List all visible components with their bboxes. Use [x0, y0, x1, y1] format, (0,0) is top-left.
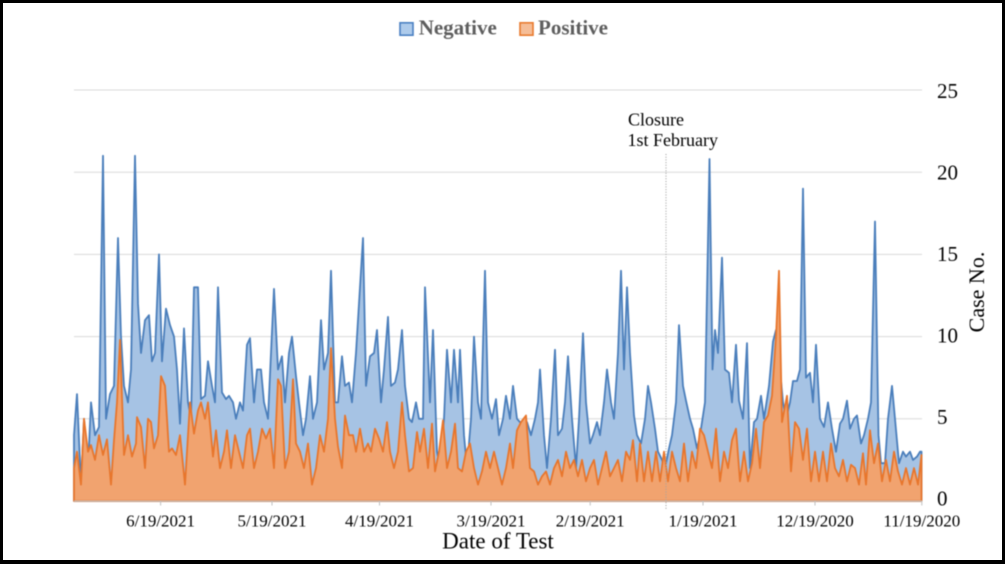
svg-text:4/19/2021: 4/19/2021 [345, 512, 414, 531]
svg-text:3/19/2021: 3/19/2021 [457, 512, 526, 531]
svg-text:5/19/2021: 5/19/2021 [238, 512, 307, 531]
svg-text:10: 10 [937, 324, 958, 348]
svg-text:2/19/2021: 2/19/2021 [556, 512, 625, 531]
svg-text:6/19/2021: 6/19/2021 [126, 512, 195, 531]
svg-text:20: 20 [937, 160, 958, 184]
svg-text:Closure: Closure [628, 110, 684, 130]
svg-text:15: 15 [937, 242, 958, 266]
svg-text:Negative: Negative [419, 16, 497, 40]
svg-text:25: 25 [937, 79, 958, 103]
svg-text:1/19/2021: 1/19/2021 [669, 512, 738, 531]
svg-text:12/19/2020: 12/19/2020 [776, 512, 853, 531]
svg-text:Date of Test: Date of Test [442, 529, 554, 554]
svg-text:11/19/2020: 11/19/2020 [883, 512, 960, 531]
svg-text:1st February: 1st February [628, 130, 718, 150]
svg-text:Case No.: Case No. [964, 252, 989, 333]
svg-text:Positive: Positive [538, 16, 608, 40]
svg-text:5: 5 [937, 405, 948, 429]
svg-text:0: 0 [937, 487, 948, 511]
